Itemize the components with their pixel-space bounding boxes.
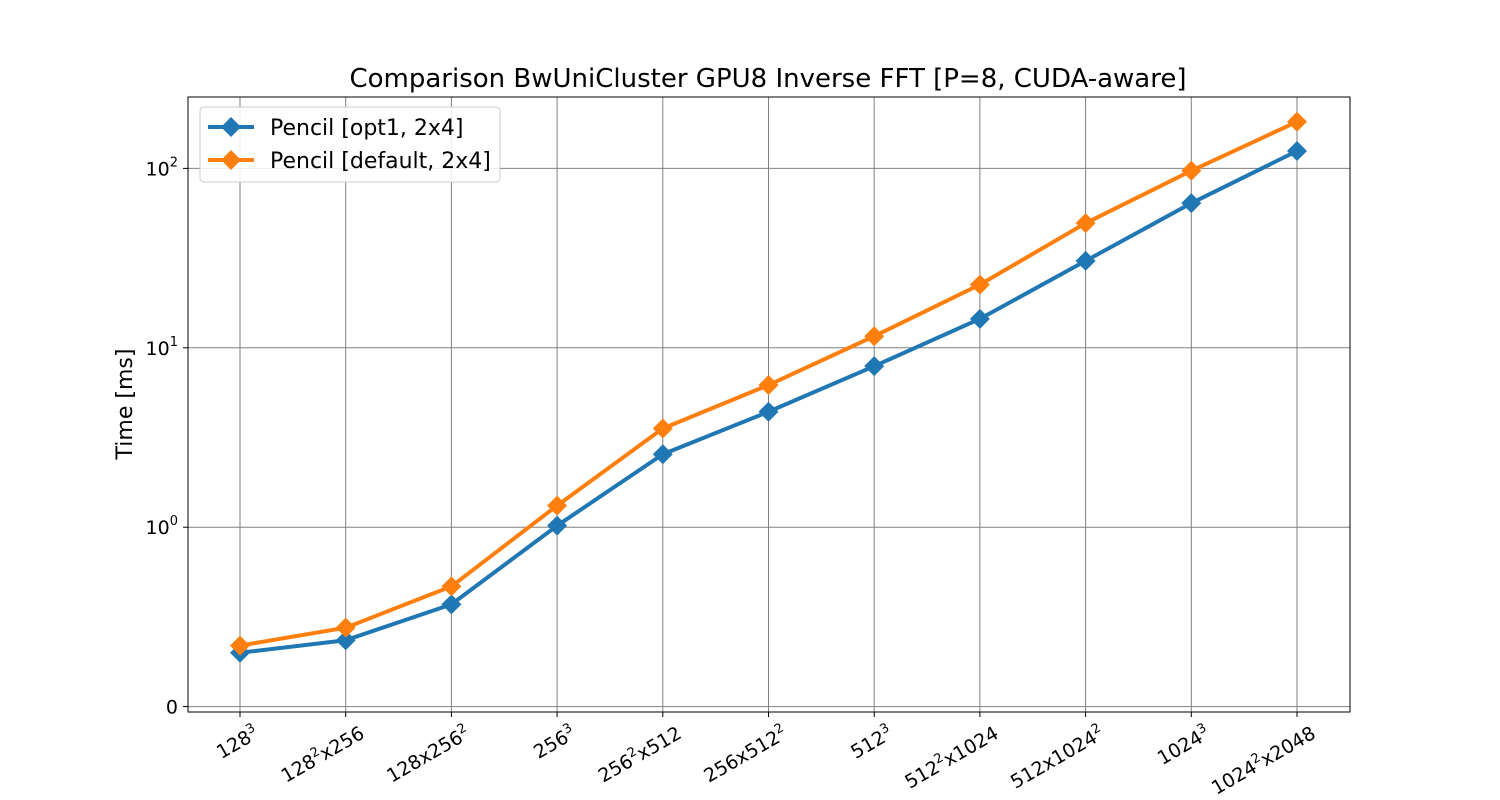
- y-tick-label: 102: [146, 155, 178, 180]
- data-point-marker: [864, 356, 885, 377]
- data-point-marker: [1181, 193, 1202, 214]
- x-tick-label: 10243: [1153, 721, 1214, 770]
- data-point-marker: [230, 635, 250, 656]
- x-tick-label: 256x5122: [699, 721, 791, 788]
- x-tick-label: 10242x2048: [1207, 721, 1320, 800]
- x-tick-label: 5122x1024: [900, 721, 1002, 794]
- x-tick-label: 128x2562: [382, 721, 474, 788]
- y-axis-label: Time [ms]: [113, 349, 138, 461]
- x-tick-label: 1282x256: [276, 721, 368, 788]
- y-tick-label: 100: [146, 514, 178, 539]
- legend: Pencil [opt1, 2x4] Pencil [default, 2x4]: [199, 106, 501, 183]
- data-point-marker: [1287, 111, 1307, 132]
- data-point-marker: [969, 274, 990, 295]
- y-tick-label: 101: [146, 335, 178, 360]
- x-axis-ticks: 1283 1282x256 128x2562 2563 2562x512 256x5122…: [212, 712, 1320, 800]
- data-point-marker: [441, 594, 462, 615]
- y-axis-ticks: 0 100 101 102: [146, 155, 188, 719]
- legend-box: [199, 106, 501, 183]
- legend-marker: [221, 150, 241, 170]
- data-point-marker: [1075, 250, 1096, 271]
- legend-entry: Pencil [opt1, 2x4]: [208, 116, 464, 141]
- legend-marker: [221, 117, 241, 137]
- series-2: [230, 111, 1307, 656]
- grid: [188, 97, 1350, 712]
- data-point-marker: [969, 308, 990, 329]
- data-point-marker: [547, 495, 568, 516]
- x-tick-label: 1283: [212, 721, 263, 764]
- series-lines: [230, 111, 1307, 663]
- data-point-marker: [758, 375, 779, 396]
- data-point-marker: [652, 418, 673, 439]
- data-point-marker: [547, 515, 568, 536]
- y-tick-label: 0: [166, 697, 178, 719]
- legend-entry: Pencil [default, 2x4]: [208, 149, 491, 174]
- x-tick-label: 512x10242: [1006, 721, 1108, 794]
- data-point-marker: [335, 630, 356, 651]
- legend-label: Pencil [default, 2x4]: [270, 149, 491, 174]
- legend-label: Pencil [opt1, 2x4]: [270, 116, 464, 141]
- x-tick-label: 2562x512: [594, 721, 686, 788]
- x-tick-label: 5123: [846, 721, 897, 764]
- data-point-marker: [864, 326, 885, 347]
- data-point-marker: [1181, 160, 1202, 181]
- x-tick-label: 2563: [529, 721, 580, 764]
- data-point-marker: [1075, 213, 1096, 234]
- chart-title: Comparison BwUniCluster GPU8 Inverse FFT…: [349, 64, 1186, 94]
- plot-area-frame: [187, 96, 1351, 713]
- data-point-marker: [1287, 141, 1307, 162]
- data-point-marker: [441, 576, 462, 597]
- data-point-marker: [758, 401, 779, 422]
- series-1: [230, 141, 1307, 663]
- data-point-marker: [652, 444, 673, 465]
- data-point-marker: [335, 617, 356, 638]
